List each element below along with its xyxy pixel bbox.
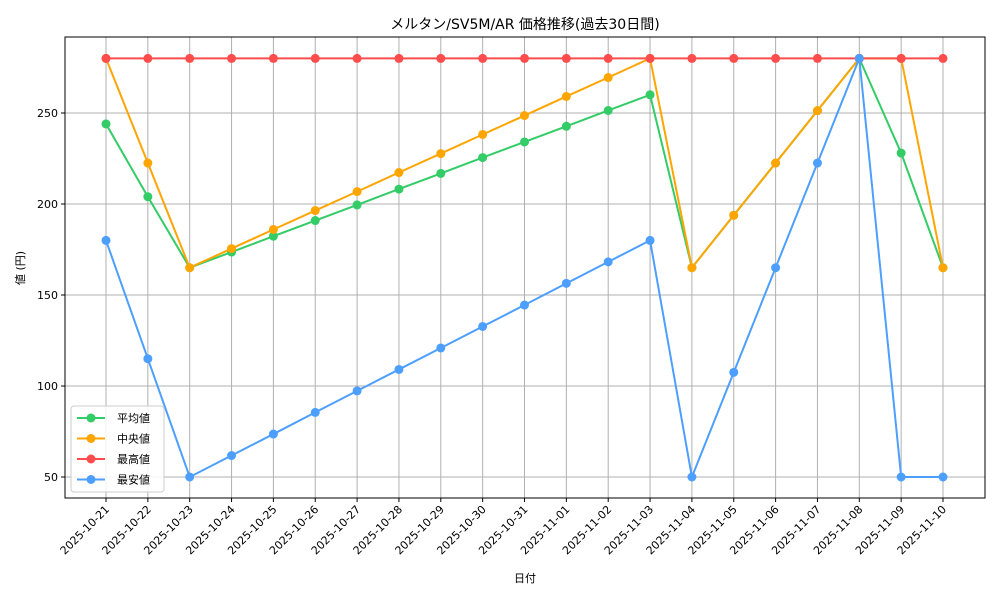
chart-title: メルタン/SV5M/AR 価格推移(過去30日間) [390,17,659,33]
data-point [938,53,948,63]
y-tick-label: 150 [37,289,58,302]
data-point [394,168,404,178]
series-lines [101,53,948,482]
legend-box [70,405,165,493]
y-axis-ticks: 50 100 150 200 250 [37,107,65,484]
data-point [478,53,488,63]
data-point [394,364,404,374]
data-point [854,53,864,63]
data-point [436,149,446,159]
data-point [143,354,153,364]
data-point [520,137,529,147]
series-最高値 [101,53,948,63]
data-point [812,53,822,63]
data-point [352,187,362,197]
data-point [561,91,571,101]
data-point [520,300,529,310]
data-point [436,168,446,178]
legend-label: 中央値 [117,433,150,446]
data-point [687,263,697,273]
data-point [729,367,739,377]
legend-marker [86,475,96,484]
y-tick-label: 200 [37,198,58,211]
data-point [478,321,488,331]
data-point [143,53,153,63]
data-point [812,106,822,116]
data-point [436,53,446,63]
data-point [896,53,906,63]
data-point [896,472,906,482]
data-point [603,257,613,267]
data-point [352,386,362,396]
x-axis-label: 日付 [514,572,536,585]
data-point [771,158,781,168]
data-point [561,53,571,63]
data-point [143,192,153,202]
data-point [185,53,195,63]
legend-label: 平均値 [117,412,150,425]
data-point [268,224,278,234]
data-point [101,119,111,129]
legend-marker [86,434,96,443]
legend-marker [86,413,96,423]
data-point [101,53,111,63]
data-point [729,210,739,220]
data-point [394,184,404,194]
data-point [771,53,781,63]
data-point [352,53,362,63]
grid-lines [65,37,985,498]
data-point [520,53,529,63]
data-point [227,244,237,254]
data-point [561,121,571,131]
data-point [478,153,488,163]
data-point [561,278,571,288]
data-point [603,53,613,63]
data-point [268,231,278,241]
data-point [687,472,697,482]
data-point [938,263,948,273]
legend-label: 最高値 [117,452,150,466]
data-point [520,111,529,121]
series-最安値 [101,53,948,482]
data-point [436,343,446,353]
data-point [310,407,320,417]
data-point [352,200,362,210]
data-point [645,53,655,63]
data-point [938,472,948,482]
data-point [310,53,320,63]
data-point [310,206,320,216]
y-tick-label: 250 [37,107,58,120]
data-point [394,53,404,63]
data-point [603,73,613,83]
data-point [896,148,906,158]
data-point [227,451,237,461]
data-point [227,53,237,63]
data-point [771,263,781,273]
data-point [101,235,111,245]
legend-label: 最安値 [117,473,150,487]
x-axis-ticks: 2025-10-212025-10-222025-10-232025-10-24… [58,498,949,557]
y-tick-label: 100 [37,380,58,393]
data-point [310,216,320,226]
data-point [812,158,822,168]
data-point [478,129,488,139]
data-point [185,263,195,273]
data-point [603,105,613,115]
data-point [143,158,153,168]
data-point [687,53,697,63]
data-point [729,53,739,63]
data-point [645,235,655,245]
y-axis-label: 値 (円) [14,251,27,285]
data-point [268,53,278,63]
y-tick-label: 50 [44,471,58,484]
data-point [185,472,195,482]
data-point [645,90,655,100]
legend-marker [86,454,96,464]
data-point [268,429,278,439]
